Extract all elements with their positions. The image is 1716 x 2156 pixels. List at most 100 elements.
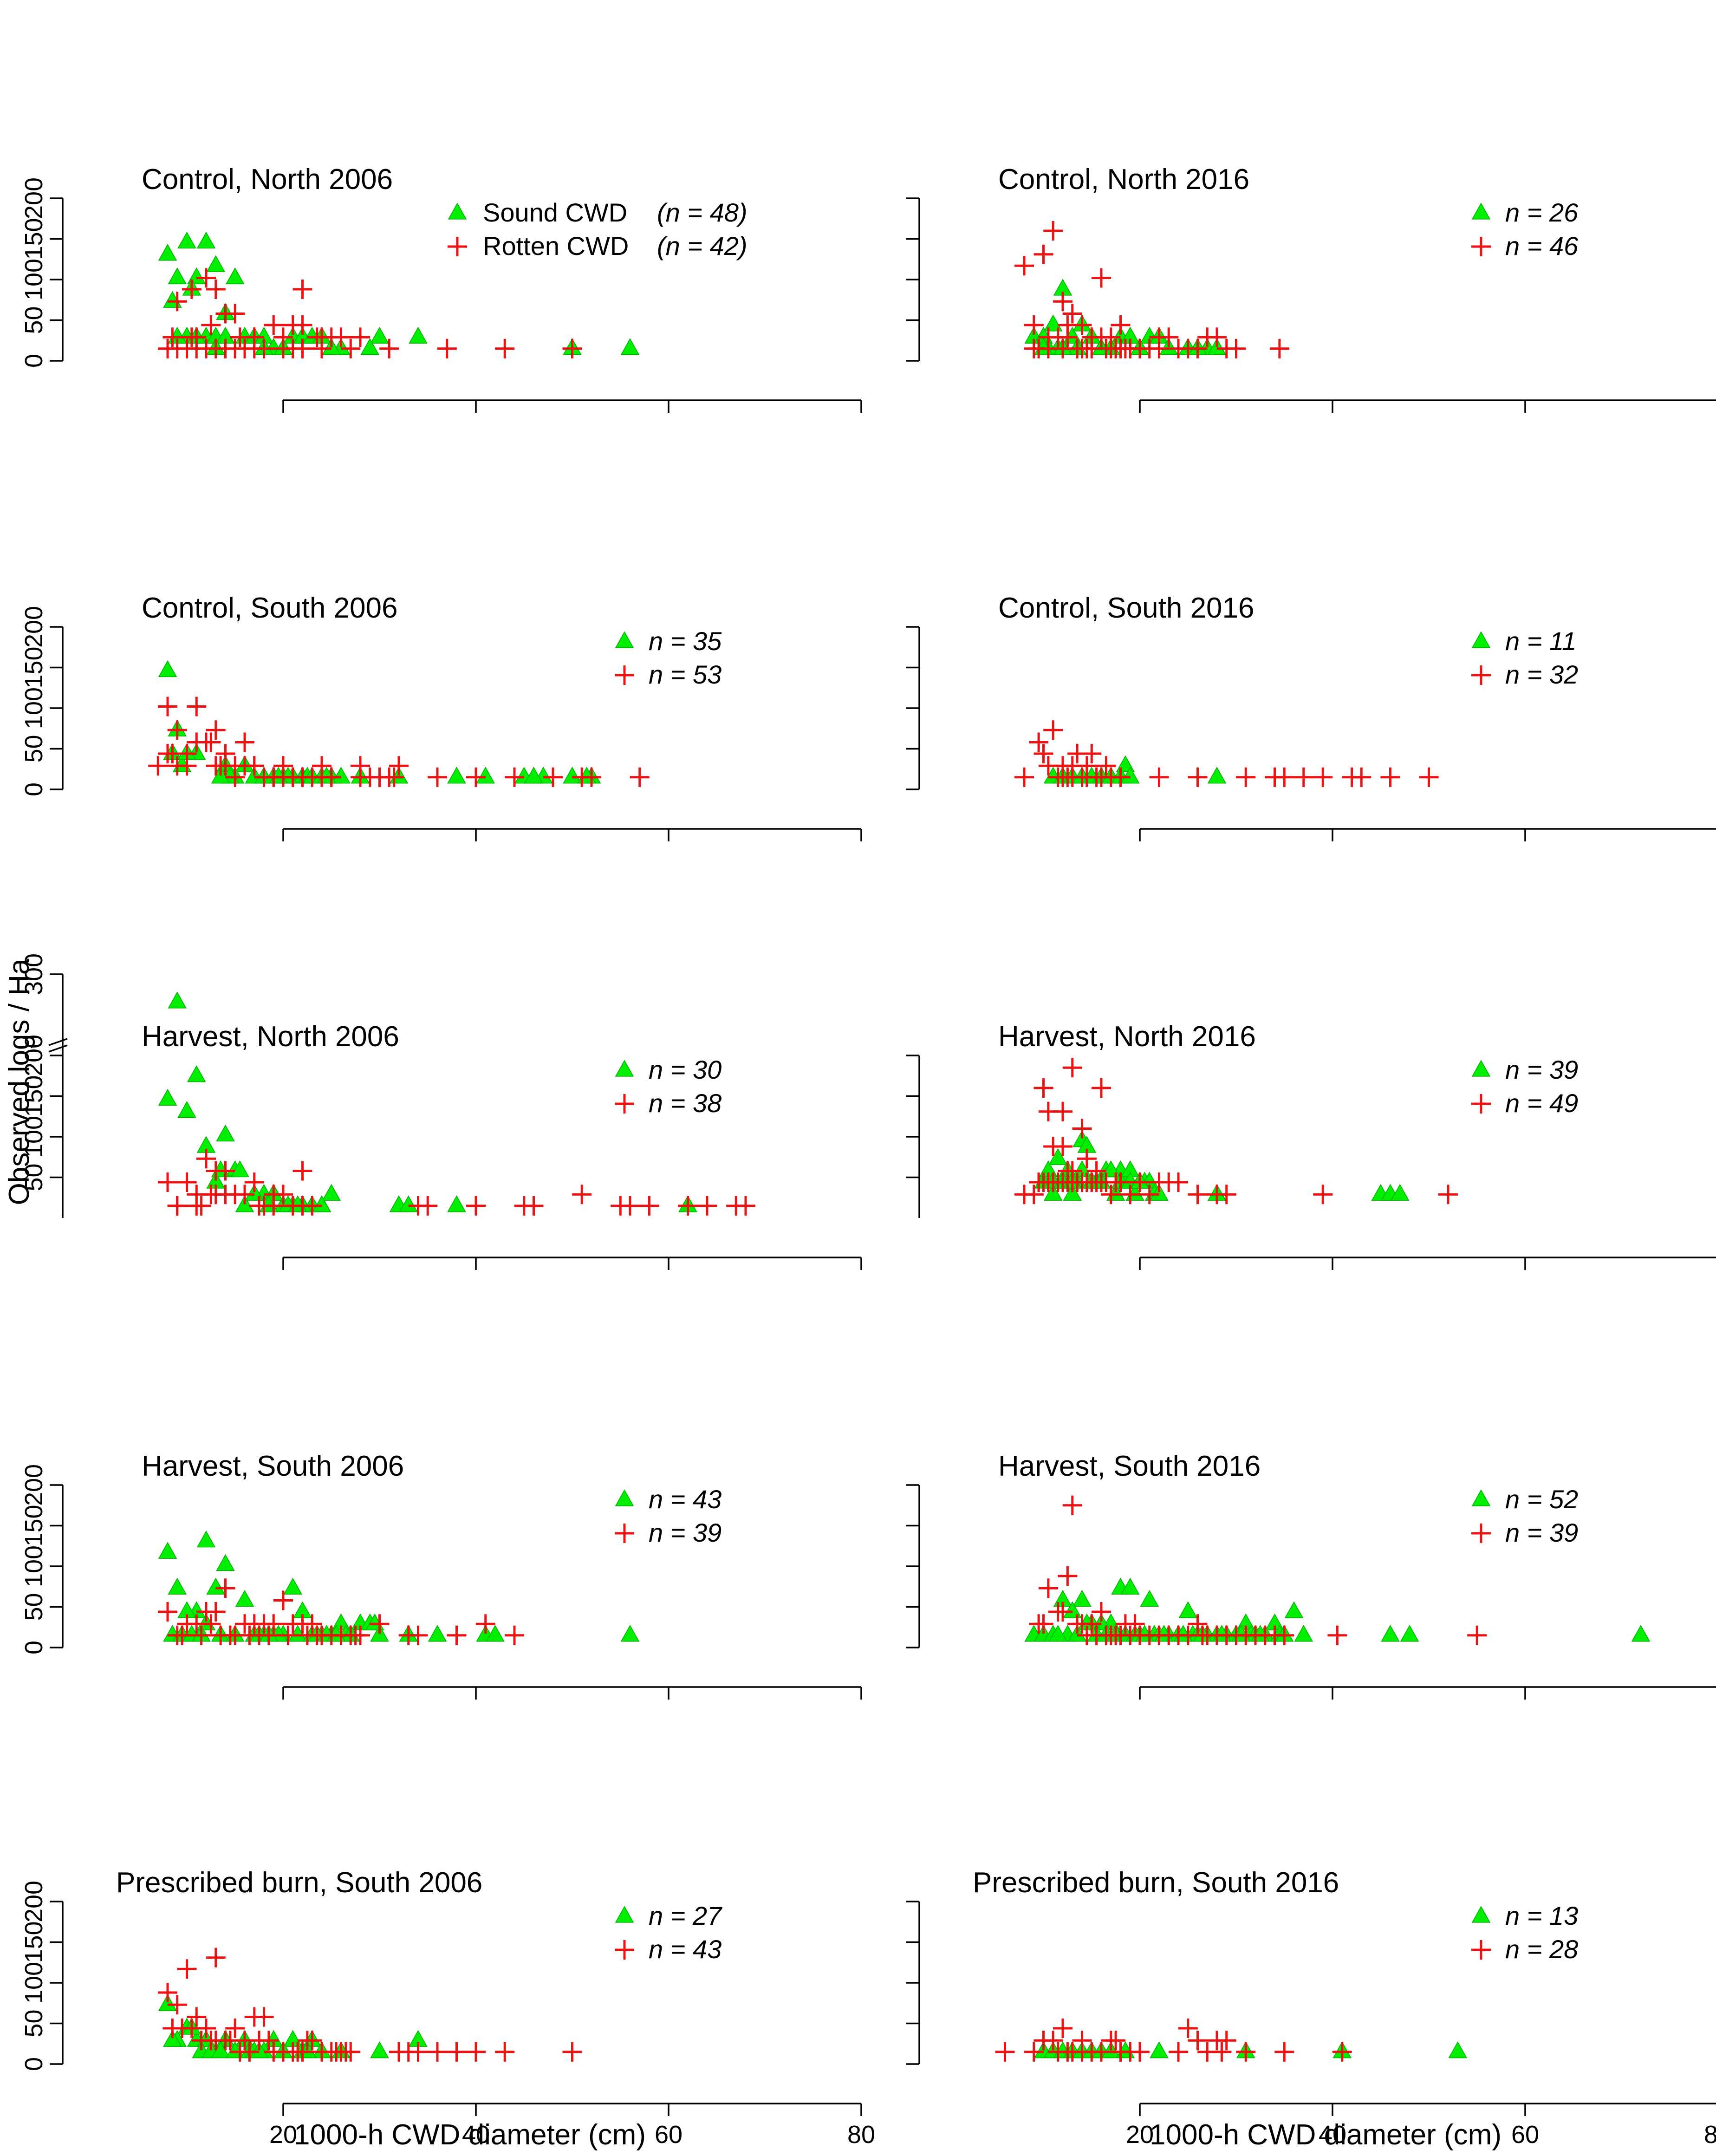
axis-break-mark <box>48 1038 68 1046</box>
rotten-cwd-point <box>1120 1185 1140 1205</box>
rotten-cwd-point <box>1024 1185 1044 1205</box>
sound-cwd-point <box>1048 1625 1067 1642</box>
rotten-cwd-point <box>466 1196 486 1216</box>
y-tick-label: 300 <box>20 953 48 995</box>
rotten-cwd-point <box>1077 767 1097 787</box>
rotten-cwd-point <box>201 1614 221 1634</box>
rotten-cwd-point <box>543 767 563 787</box>
rotten-cwd-point <box>1058 2042 1078 2062</box>
legend-rotten-count: n = 32 <box>1505 660 1578 689</box>
rotten-cwd-point <box>562 339 582 358</box>
rotten-cwd-point <box>1188 339 1208 358</box>
y-tick-label: 0 <box>20 2057 48 2071</box>
sound-cwd-point <box>196 231 216 249</box>
rotten-cwd-point <box>1236 2042 1256 2062</box>
rotten-cwd-point <box>1053 1602 1072 1622</box>
sound-cwd-point <box>360 338 380 355</box>
rotten-cwd-point <box>172 2019 192 2038</box>
rotten-cwd-point <box>1188 767 1208 787</box>
rotten-cwd-point <box>1216 1185 1236 1205</box>
legend-sound-count: n = 30 <box>649 1055 722 1084</box>
sound-cwd-point <box>230 1160 249 1178</box>
rotten-cwd-point <box>408 1625 428 1645</box>
rotten-cwd-point <box>1216 1625 1236 1645</box>
legend-sound-count: n = 27 <box>649 1901 722 1930</box>
rotten-cwd-point <box>1029 732 1049 752</box>
sound-cwd-point <box>211 1160 230 1178</box>
rotten-cwd-point <box>345 1625 365 1645</box>
panel-title: Control, South 2016 <box>998 592 1254 624</box>
sound-cwd-point <box>216 1554 235 1571</box>
sound-cwd-point <box>1116 2041 1135 2058</box>
y-tick-label: 0 <box>20 1641 48 1654</box>
sound-cwd-point <box>1072 1589 1092 1607</box>
sound-cwd-point <box>1140 1589 1159 1607</box>
rotten-cwd-point <box>995 2042 1015 2062</box>
rotten-cwd-point <box>1034 1078 1053 1098</box>
rotten-cwd-point <box>1438 1185 1458 1205</box>
legend-sound-count: n = 43 <box>649 1485 722 1514</box>
rotten-cwd-point <box>1038 1172 1058 1192</box>
rotten-cwd-point <box>572 1185 592 1205</box>
sound-cwd-point <box>1207 767 1227 784</box>
y-tick-label: 200 <box>20 177 48 219</box>
y-tick-label: 200 <box>20 1035 48 1076</box>
rotten-cwd-point <box>1197 1625 1217 1645</box>
rotten-cwd-point <box>447 2042 467 2062</box>
y-tick-label: 50 <box>20 735 48 762</box>
legend-rotten-marker <box>1471 1094 1491 1114</box>
rotten-cwd-point <box>1058 327 1078 347</box>
rotten-cwd-point <box>1072 339 1092 358</box>
rotten-cwd-point <box>1029 1614 1049 1634</box>
rotten-cwd-point <box>524 1196 544 1216</box>
rotten-cwd-point <box>1053 292 1072 312</box>
rotten-cwd-point <box>1062 1058 1082 1078</box>
rotten-cwd-point <box>1111 315 1131 335</box>
sound-cwd-point <box>158 1088 177 1106</box>
legend-rotten-marker <box>1471 1524 1491 1543</box>
legend-rotten-marker <box>1471 1940 1491 1960</box>
rotten-cwd-point <box>678 1196 698 1216</box>
sound-cwd-point <box>447 767 466 784</box>
rotten-cwd-point <box>1053 339 1072 358</box>
rotten-cwd-point <box>196 268 216 288</box>
legend-sound-marker <box>1471 1489 1491 1506</box>
rotten-cwd-point <box>302 1614 322 1634</box>
rotten-cwd-point <box>1169 2042 1188 2062</box>
sound-cwd-point <box>370 326 389 344</box>
legend-rotten-count: n = 43 <box>649 1935 722 1964</box>
legend-rotten-marker <box>615 1940 634 1960</box>
y-tick-label: 0 <box>20 782 48 796</box>
x-axis-title-right: 1000-h CWD diameter (cm) <box>1150 2119 1502 2151</box>
rotten-cwd-point <box>1101 1185 1121 1205</box>
x-tick-label: 60 <box>1511 2121 1539 2149</box>
sound-cwd-point <box>409 326 428 344</box>
rotten-cwd-point <box>1120 339 1140 358</box>
sound-cwd-point <box>486 1625 505 1642</box>
rotten-cwd-point <box>196 1149 216 1169</box>
rotten-cwd-point <box>1092 268 1111 288</box>
y-tick-label: 50 <box>20 306 48 334</box>
rotten-cwd-point <box>1380 767 1400 787</box>
rotten-cwd-point <box>235 732 254 752</box>
sound-cwd-point <box>168 267 187 285</box>
legend-sound-count: n = 26 <box>1505 198 1579 227</box>
sound-cwd-point <box>158 660 177 677</box>
panel-title: Control, North 2006 <box>142 163 393 195</box>
rotten-cwd-point <box>1313 767 1333 787</box>
legend-rotten-count: n = 49 <box>1505 1088 1578 1118</box>
x-tick-label: 40 <box>462 2121 490 2149</box>
rotten-cwd-point <box>418 1196 438 1216</box>
rotten-cwd-point <box>206 720 226 740</box>
rotten-cwd-point <box>1274 767 1294 787</box>
x-tick-label: 80 <box>847 2121 875 2149</box>
rotten-cwd-point <box>249 1625 269 1645</box>
rotten-cwd-point <box>505 767 524 787</box>
rotten-cwd-point <box>331 327 351 347</box>
x-tick-label: 20 <box>269 2121 297 2149</box>
rotten-cwd-point <box>1212 2042 1232 2062</box>
sound-cwd-point <box>163 291 182 308</box>
rotten-cwd-point <box>1178 1625 1198 1645</box>
rotten-cwd-point <box>1053 1137 1072 1156</box>
